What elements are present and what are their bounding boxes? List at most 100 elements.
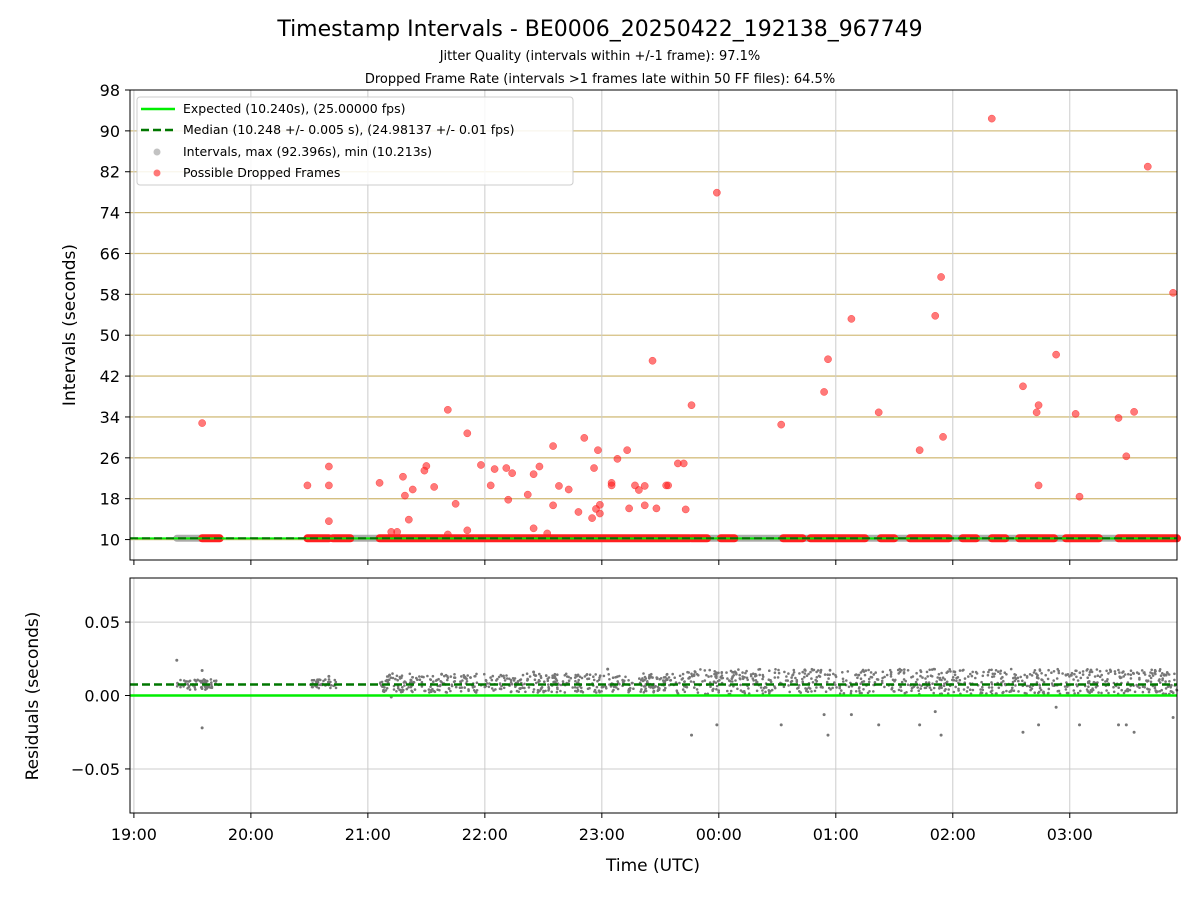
residual-point [759, 686, 763, 689]
top-y-tick-label: 26 [100, 449, 120, 468]
top-y-tick-label: 98 [100, 81, 120, 100]
residual-point [869, 675, 873, 679]
residual-point [1149, 680, 1153, 684]
residual-point [1113, 672, 1117, 676]
residual-point [1068, 675, 1071, 678]
dropped-frame-point [393, 528, 401, 536]
legend: Expected (10.240s), (25.00000 fps) Media… [136, 96, 574, 186]
residual-point [602, 674, 606, 678]
residual-point [966, 686, 970, 689]
residual-point [454, 685, 458, 689]
residual-point [1087, 680, 1090, 684]
residual-point [179, 685, 182, 689]
residual-point [449, 675, 453, 678]
residual-point [1046, 677, 1050, 681]
residual-point [573, 676, 577, 679]
dropped-frame-point [529, 470, 538, 479]
residual-point [540, 686, 544, 689]
residual-point [388, 673, 391, 677]
residual-point [683, 690, 687, 694]
residual-point [868, 690, 871, 693]
residual-point [1169, 686, 1172, 689]
residual-point [738, 673, 741, 677]
residual-point [1107, 691, 1110, 695]
residual-point [849, 689, 853, 693]
residual-point [897, 672, 900, 675]
residual-point [783, 670, 786, 674]
residual-point [399, 690, 403, 694]
top-y-tick-label: 58 [100, 285, 120, 304]
residual-point [491, 674, 495, 678]
residual-point [919, 674, 922, 678]
residual-point [1019, 675, 1022, 679]
residual-point [906, 669, 910, 672]
residual-point [945, 671, 948, 674]
residual-point [988, 668, 991, 672]
top-y-tick-label: 66 [100, 244, 120, 263]
residual-point [1159, 674, 1163, 677]
residual-point [471, 686, 475, 689]
residual-point [952, 690, 956, 694]
residual-point [1017, 679, 1020, 683]
dropped-frame-point [625, 504, 633, 513]
residual-point [453, 673, 456, 676]
residual-point [528, 675, 532, 678]
residual-point [214, 679, 218, 682]
top-y-tick-label: 10 [100, 531, 120, 550]
residual-point [382, 690, 386, 693]
residual-point [968, 688, 972, 691]
residual-point [508, 677, 511, 681]
residual-point [490, 687, 494, 690]
residual-point [665, 677, 669, 681]
legend-expected-label: Expected (10.240s), (25.00000 fps) [183, 101, 405, 116]
residual-point [523, 686, 526, 690]
residual-point [652, 689, 656, 693]
residual-point [1038, 683, 1041, 686]
residual-point [550, 690, 553, 694]
dropped-frame-point [1114, 414, 1123, 422]
residual-point [555, 690, 559, 694]
x-tick-label: 19:00 [111, 825, 157, 844]
dropped-frame-point [486, 481, 495, 490]
residual-point [741, 671, 744, 674]
residual-point [185, 680, 189, 683]
residual-point [834, 683, 837, 687]
residual-point [858, 689, 861, 693]
residual-point [993, 672, 997, 676]
jitter-subtitle: Jitter Quality (intervals within +/-1 fr… [439, 49, 761, 64]
residual-point [398, 675, 402, 679]
residual-point [955, 676, 958, 680]
residual-point [204, 687, 208, 690]
residual-point [1033, 669, 1037, 672]
residual-point [685, 685, 689, 689]
residual-point [489, 676, 492, 679]
residual-point [182, 685, 185, 688]
residual-point [1158, 681, 1162, 684]
residual-point [381, 685, 385, 688]
residual-point [727, 679, 731, 682]
residual-point [1129, 669, 1133, 672]
dropped-frame-point [915, 446, 924, 455]
dropped-frame-point [508, 469, 516, 478]
residual-point [999, 672, 1002, 675]
residual-point [940, 671, 943, 675]
residual-point [951, 676, 955, 679]
residual-point [933, 667, 936, 671]
residual-point [611, 690, 614, 693]
dropped-frame-point [648, 356, 657, 365]
residual-point [805, 674, 809, 677]
residual-point [919, 669, 922, 672]
dropped-frame-point [580, 434, 589, 442]
residual-point [1157, 679, 1161, 682]
top-x-ticks [133, 560, 1071, 565]
residual-point [1012, 689, 1016, 692]
residual-point [312, 678, 316, 682]
residual-point [1001, 691, 1005, 694]
residual-outlier [715, 723, 719, 727]
residual-point [1014, 673, 1018, 677]
residual-point [495, 679, 498, 682]
residual-point [720, 671, 724, 674]
residual-point [1005, 689, 1008, 693]
residual-point [526, 678, 530, 681]
dropped-frame-point [549, 501, 557, 510]
